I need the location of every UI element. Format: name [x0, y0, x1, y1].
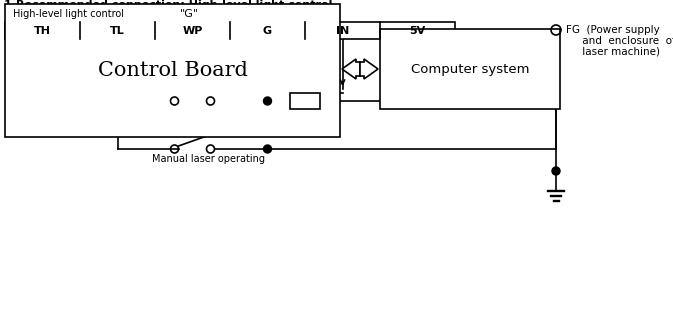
Text: laser machine): laser machine): [566, 47, 660, 57]
Circle shape: [552, 167, 560, 175]
Bar: [380, 29, 560, 109]
Text: 1.Recommended connection: High-level light control: 1.Recommended connection: High-level lig…: [4, 0, 332, 10]
Text: TL: TL: [110, 26, 125, 35]
Text: WP: WP: [182, 26, 203, 35]
Bar: [5, 4, 340, 137]
Text: G: G: [263, 26, 272, 35]
Circle shape: [264, 97, 271, 105]
Text: Water Detection: Water Detection: [170, 106, 249, 116]
Polygon shape: [360, 59, 378, 79]
Text: Computer system: Computer system: [411, 63, 529, 76]
Text: Control Board: Control Board: [98, 61, 248, 80]
Polygon shape: [342, 59, 360, 79]
Text: High-level light control: High-level light control: [13, 9, 124, 19]
Text: IN: IN: [336, 26, 349, 35]
Text: 5V: 5V: [409, 26, 425, 35]
Bar: [5, 22, 455, 39]
Text: "G": "G": [180, 9, 199, 19]
Bar: [290, 93, 320, 109]
Circle shape: [264, 145, 271, 153]
Text: TH: TH: [34, 26, 51, 35]
Text: Manual laser operating: Manual laser operating: [153, 154, 266, 164]
Text: and  enclosure  of: and enclosure of: [566, 36, 673, 46]
Text: FG  (Power supply: FG (Power supply: [566, 25, 660, 35]
